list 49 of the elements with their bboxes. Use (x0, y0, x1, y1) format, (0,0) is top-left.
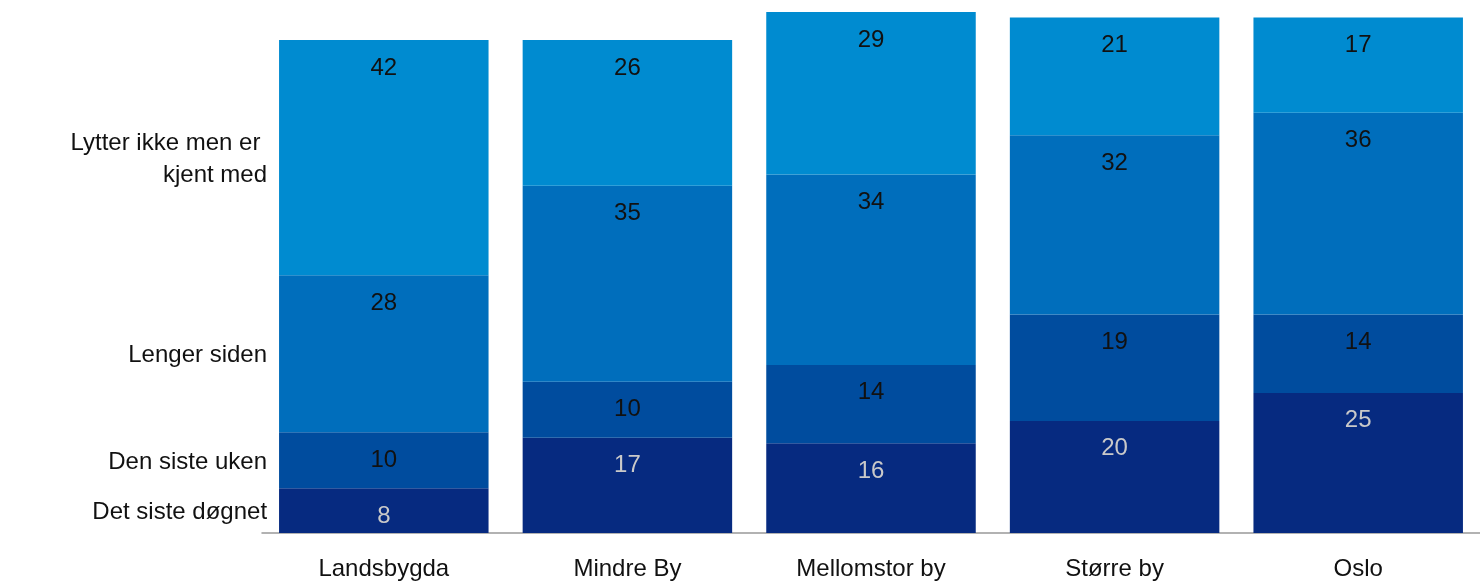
bar (766, 12, 976, 175)
data-label: 17 (614, 450, 641, 478)
bar (1253, 392, 1463, 533)
x-tick-label: Mindre By (573, 553, 682, 581)
data-label: 8 (377, 500, 391, 528)
data-label: 29 (857, 24, 885, 52)
x-tick-label: Større by (1065, 553, 1164, 581)
data-label: 14 (1344, 327, 1372, 355)
bar (1009, 314, 1220, 421)
data-label: 32 (1101, 147, 1128, 175)
bar (1009, 420, 1220, 533)
bar (279, 275, 489, 433)
bar (279, 40, 489, 276)
data-label: 26 (614, 52, 641, 80)
bar (522, 185, 733, 382)
bar (766, 364, 976, 444)
series-label: Den siste uken (108, 446, 268, 474)
x-tick-label: Landsbygda (318, 553, 450, 581)
data-label: 28 (370, 287, 398, 315)
data-label: 10 (370, 444, 398, 472)
bar (766, 174, 976, 365)
data-label: 17 (1344, 30, 1372, 58)
bar (522, 437, 733, 533)
bar (766, 443, 976, 533)
data-label: 36 (1344, 125, 1372, 153)
data-label: 25 (1344, 405, 1372, 433)
data-label: 16 (857, 455, 885, 483)
series-label: Lenger siden (128, 340, 268, 368)
bar (1009, 17, 1220, 136)
bar (522, 40, 733, 186)
data-label: 10 (614, 394, 641, 422)
bar (1009, 135, 1220, 315)
data-label: 19 (1101, 327, 1128, 355)
bar (279, 432, 489, 489)
data-label: 14 (857, 377, 885, 405)
bar (1253, 17, 1463, 113)
data-label: 34 (857, 186, 885, 214)
series-label: Det siste døgnet (92, 497, 268, 525)
bar (279, 488, 489, 533)
x-tick-label: Oslo (1333, 553, 1383, 581)
data-label: 35 (614, 198, 641, 226)
bar (522, 381, 733, 438)
data-label: 42 (370, 52, 398, 80)
series-label: Lytter ikke men er kjent med (70, 128, 268, 188)
data-label: 21 (1101, 30, 1128, 58)
bar (1253, 112, 1463, 315)
x-tick-label: Mellomstor by (796, 553, 946, 581)
data-label: 20 (1101, 433, 1128, 461)
bar (1253, 314, 1463, 393)
